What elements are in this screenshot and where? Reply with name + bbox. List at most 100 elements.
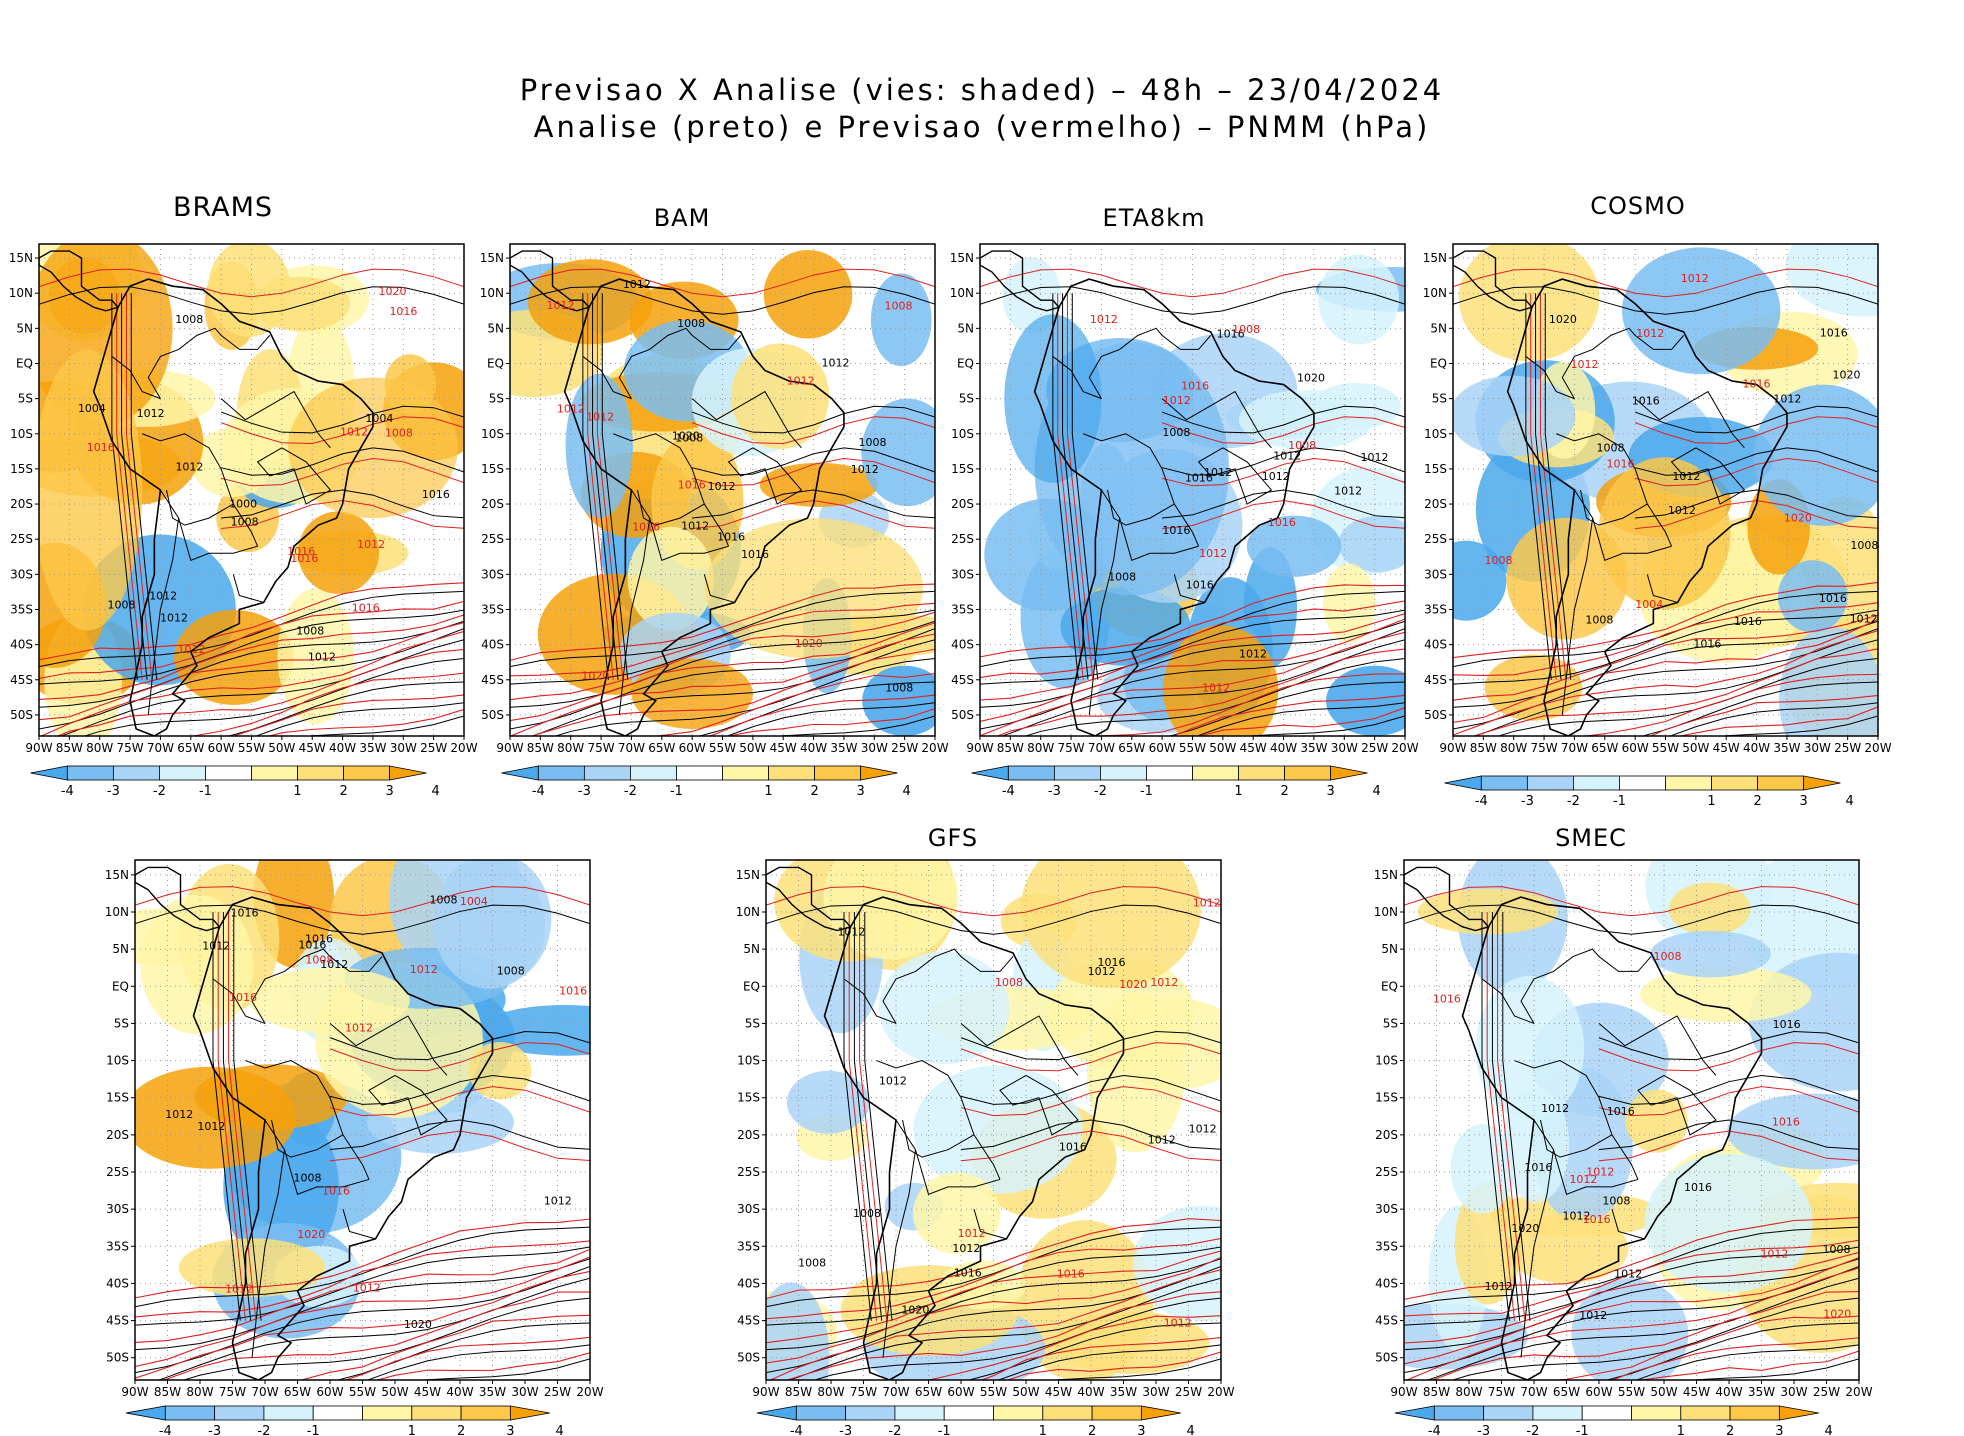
colorbar-left-arrow — [1394, 1405, 1435, 1421]
colorbar-swatch — [768, 765, 815, 781]
lat-tick-label: 15N — [950, 251, 974, 265]
analysis-contour-label: 1012 — [681, 519, 709, 532]
colorbar-swatch — [795, 1405, 847, 1421]
colorbar-swatch — [112, 765, 160, 781]
analysis-contour-label: 1016 — [1059, 1141, 1087, 1154]
colorbar-swatch — [1433, 1405, 1485, 1421]
lat-tick-label: 40S — [106, 1276, 129, 1290]
analysis-contour-label: 1012 — [308, 651, 336, 664]
analysis-contour-label: 1020 — [901, 1303, 929, 1316]
analysis-contour-label: 1016 — [1734, 615, 1762, 628]
lat-tick-label: EQ — [112, 979, 129, 993]
forecast-contour-label: 1016 — [290, 552, 318, 565]
lat-tick-label: 50S — [481, 708, 504, 722]
lat-tick-label: 45S — [10, 673, 33, 687]
lon-tick-label: 40W — [1270, 741, 1297, 755]
analysis-contour-label: 1016 — [1162, 524, 1190, 537]
lat-tick-label: EQ — [743, 979, 760, 993]
colorbar-label: 1 — [1039, 1424, 1047, 1436]
colorbar-swatch — [1573, 775, 1620, 791]
forecast-contour-label: 1020 — [1823, 1307, 1851, 1320]
colorbar-label: -4 — [61, 784, 74, 799]
colorbar-swatch — [1581, 1405, 1632, 1421]
forecast-contour-label: 1008 — [1484, 554, 1512, 567]
forecast-contour-label: 1012 — [1571, 358, 1599, 371]
lat-tick-label: 25S — [737, 1165, 760, 1179]
colorbar-label: -3 — [1477, 1424, 1490, 1436]
lon-tick-label: 85W — [1470, 741, 1497, 755]
lon-tick-label: 30W — [511, 1385, 538, 1399]
colorbar-swatch — [1483, 1405, 1534, 1421]
lat-tick-label: 10N — [950, 286, 974, 300]
colorbar-swatch — [1238, 765, 1285, 781]
colorbar-swatch — [66, 765, 114, 781]
lat-tick-label: 50S — [10, 708, 33, 722]
forecast-contour-label: 1012 — [586, 410, 614, 423]
lat-tick-label: 15S — [1424, 462, 1447, 476]
analysis-contour-label: 1020 — [1511, 1222, 1539, 1235]
analysis-contour-label: 1016 — [1185, 471, 1213, 484]
lon-tick-label: 80W — [557, 741, 584, 755]
forecast-contour-label: 1016 — [1268, 516, 1296, 529]
forecast-contour-label: 1016 — [632, 520, 660, 533]
lon-tick-label: 25W — [544, 1385, 571, 1399]
colorbar-label: 3 — [506, 1424, 514, 1436]
lon-tick-label: 55W — [1652, 741, 1679, 755]
colorbar-swatch — [1053, 765, 1101, 781]
lat-tick-label: 10S — [1375, 1054, 1398, 1068]
colorbar-label: 3 — [385, 784, 393, 799]
analysis-contour-label: 1008 — [1162, 426, 1190, 439]
lon-tick-label: 60W — [1149, 741, 1176, 755]
lat-tick-label: 20S — [1375, 1128, 1398, 1142]
lon-tick-label: 85W — [154, 1385, 181, 1399]
lon-tick-label: 30W — [1331, 741, 1358, 755]
analysis-contour-label: 1012 — [1204, 466, 1232, 479]
lat-tick-label: 5S — [1432, 392, 1447, 406]
analysis-contour-label: 1012 — [1668, 504, 1696, 517]
lat-tick-label: 10S — [481, 427, 504, 441]
lon-tick-label: 40W — [1077, 1385, 1104, 1399]
colorbar-swatch — [1619, 775, 1666, 791]
colorbar-left-arrow — [756, 1405, 797, 1421]
colorbar-swatch — [1631, 1405, 1682, 1421]
colorbar-label: 4 — [1373, 784, 1381, 799]
analysis-contour-label: 1012 — [1541, 1102, 1569, 1115]
analysis-contour-label: 1012 — [1239, 647, 1267, 660]
colorbar-label: -1 — [670, 784, 683, 799]
colorbar-swatch — [1007, 765, 1055, 781]
panel-title-eta8km: ETA8km — [1102, 204, 1206, 232]
colorbar-label: 4 — [1187, 1424, 1195, 1436]
forecast-contour-label: 1012 — [1569, 1173, 1597, 1186]
lat-tick-label: 5S — [959, 392, 974, 406]
lon-tick-label: 65W — [648, 741, 675, 755]
lon-tick-label: 70W — [1520, 1385, 1547, 1399]
lat-tick-label: 10N — [1423, 286, 1447, 300]
lon-tick-label: 25W — [1175, 1385, 1202, 1399]
lat-tick-label: 10S — [106, 1054, 129, 1068]
lat-tick-label: 45S — [106, 1314, 129, 1328]
colorbar-label: -1 — [199, 784, 212, 799]
colorbar-label: -1 — [1140, 784, 1153, 799]
colorbar-label: 3 — [856, 784, 864, 799]
lat-tick-label: 50S — [106, 1351, 129, 1365]
lon-tick-label: 65W — [284, 1385, 311, 1399]
analysis-contour-label: 1016 — [305, 933, 333, 946]
colorbar-swatch — [343, 765, 391, 781]
lon-tick-label: 90W — [1439, 741, 1466, 755]
lon-tick-label: 20W — [1207, 1385, 1234, 1399]
forecast-contour-label: 1012 — [340, 426, 368, 439]
colorbar-swatch — [1665, 775, 1712, 791]
forecast-contour-label: 1012 — [178, 643, 206, 656]
lon-tick-label: 30W — [1780, 1385, 1807, 1399]
lon-tick-label: 80W — [1027, 741, 1054, 755]
lat-tick-label: EQ — [16, 356, 33, 370]
colorbar: -4 -3 -2 -1 1 2 3 4 — [756, 1405, 1195, 1436]
analysis-contour-label: 1008 — [175, 313, 203, 326]
lon-tick-label: 55W — [349, 1385, 376, 1399]
analysis-contour-label: 1008 — [1585, 614, 1613, 627]
colorbar-label: 3 — [1326, 784, 1334, 799]
forecast-contour-label: 1016 — [87, 441, 115, 454]
lon-tick-label: 50W — [1682, 741, 1709, 755]
analysis-contour-label: 1016 — [717, 531, 745, 544]
lon-tick-label: 55W — [1179, 741, 1206, 755]
